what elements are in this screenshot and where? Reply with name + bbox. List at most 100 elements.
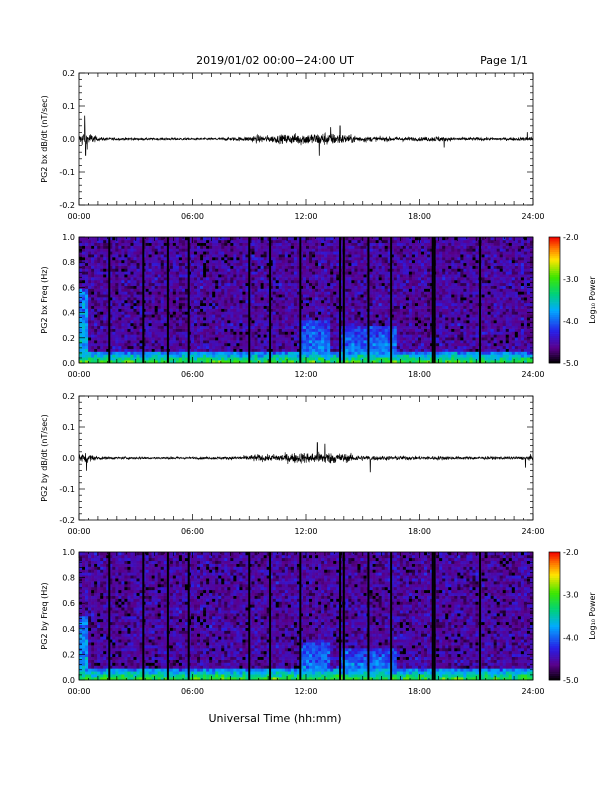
heat-cell xyxy=(287,325,292,329)
heat-cell xyxy=(363,308,367,312)
heat-cell xyxy=(272,268,277,272)
heat-cell xyxy=(272,337,277,341)
heat-cell xyxy=(293,334,298,338)
heat-cell xyxy=(236,360,240,364)
heat-cell xyxy=(363,254,367,258)
heat-cell xyxy=(200,291,204,295)
heat-cell xyxy=(88,277,92,281)
heat-cell xyxy=(245,257,249,261)
heat-cell xyxy=(324,268,328,272)
heat-cell xyxy=(402,274,407,278)
heat-cell xyxy=(94,248,98,252)
heat-cell xyxy=(384,277,389,281)
heat-cell xyxy=(278,257,283,261)
heat-cell xyxy=(378,268,382,272)
heat-cell xyxy=(327,297,331,301)
heat-cell xyxy=(233,285,237,289)
heat-cell xyxy=(200,251,204,255)
heat-cell xyxy=(157,308,162,312)
heat-cell xyxy=(91,259,95,264)
heat-cell xyxy=(281,297,286,301)
heat-cell xyxy=(127,317,131,321)
heat-cell xyxy=(272,331,277,335)
heat-cell xyxy=(172,328,177,332)
heat-cell xyxy=(372,308,376,312)
heat-cell xyxy=(221,348,225,352)
heat-cell xyxy=(227,334,231,338)
heat-cell xyxy=(224,265,228,269)
heat-cell xyxy=(302,288,307,292)
heat-cell xyxy=(242,279,246,284)
heat-cell xyxy=(357,285,361,289)
heat-cell xyxy=(369,285,373,289)
heat-cell xyxy=(203,345,207,349)
heat-cell xyxy=(330,291,334,295)
heat-cell xyxy=(402,248,407,252)
heat-cell xyxy=(330,314,334,318)
heat-cell xyxy=(354,297,358,301)
heat-cell xyxy=(375,242,379,246)
heat-cell xyxy=(163,320,168,324)
heat-cell xyxy=(190,277,195,281)
heat-cell xyxy=(130,317,134,321)
heat-cell xyxy=(184,325,189,329)
heat-cell xyxy=(369,354,373,358)
heat-cell xyxy=(357,262,361,266)
heat-cell xyxy=(296,328,301,332)
heat-cell xyxy=(218,288,222,292)
heat-cell xyxy=(321,288,325,292)
heat-cell xyxy=(169,262,174,266)
heat-cell xyxy=(136,274,140,278)
heat-cell xyxy=(169,248,174,252)
heat-cell xyxy=(296,245,301,249)
heat-cell xyxy=(287,328,292,332)
heat-cell xyxy=(372,317,376,321)
heat-cell xyxy=(290,257,295,261)
heat-cell xyxy=(139,308,143,312)
heat-cell xyxy=(263,302,267,307)
heat-cell xyxy=(402,322,407,327)
heat-cell xyxy=(130,334,134,338)
heat-cell xyxy=(275,351,280,355)
heat-cell xyxy=(239,254,243,258)
heat-cell xyxy=(387,237,392,241)
heat-cell xyxy=(315,248,319,252)
heat-cell xyxy=(384,348,389,352)
heat-cell xyxy=(315,328,319,332)
heat-cell xyxy=(396,348,401,352)
heat-cell xyxy=(330,302,334,307)
heat-cell xyxy=(121,285,125,289)
heat-cell xyxy=(324,351,328,355)
heat-cell xyxy=(133,297,137,301)
heat-cell xyxy=(281,322,286,327)
heat-cell xyxy=(206,325,210,329)
heat-cell xyxy=(106,297,110,301)
heat-cell xyxy=(151,320,155,324)
heat-cell xyxy=(200,265,204,269)
heat-cell xyxy=(302,282,307,286)
heat-cell xyxy=(112,302,116,307)
heat-cell xyxy=(112,348,116,352)
heat-cell xyxy=(330,334,334,338)
heat-cell xyxy=(197,242,201,246)
heat-cell xyxy=(79,239,83,244)
heat-cell xyxy=(184,337,189,341)
heat-cell xyxy=(272,322,277,327)
heat-cell xyxy=(130,237,134,241)
heat-cell xyxy=(139,351,143,355)
heat-cell xyxy=(384,242,389,246)
heat-cell xyxy=(163,251,168,255)
heat-cell xyxy=(351,268,355,272)
heat-cell xyxy=(242,274,246,278)
heat-cell xyxy=(163,317,168,321)
heat-cell xyxy=(309,251,313,255)
heat-cell xyxy=(327,268,331,272)
heat-cell xyxy=(239,291,243,295)
heat-cell xyxy=(206,311,210,315)
heat-cell xyxy=(393,297,398,301)
heat-cell xyxy=(127,305,131,309)
heat-cell xyxy=(163,297,168,301)
heat-cell xyxy=(287,354,292,358)
heat-cell xyxy=(266,328,270,332)
heat-cell xyxy=(127,251,131,255)
